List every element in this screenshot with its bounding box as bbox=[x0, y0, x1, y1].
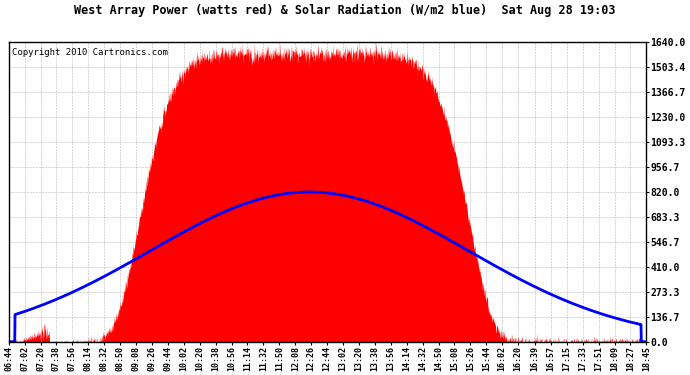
Text: Copyright 2010 Cartronics.com: Copyright 2010 Cartronics.com bbox=[12, 48, 168, 57]
Text: West Array Power (watts red) & Solar Radiation (W/m2 blue)  Sat Aug 28 19:03: West Array Power (watts red) & Solar Rad… bbox=[75, 4, 615, 17]
